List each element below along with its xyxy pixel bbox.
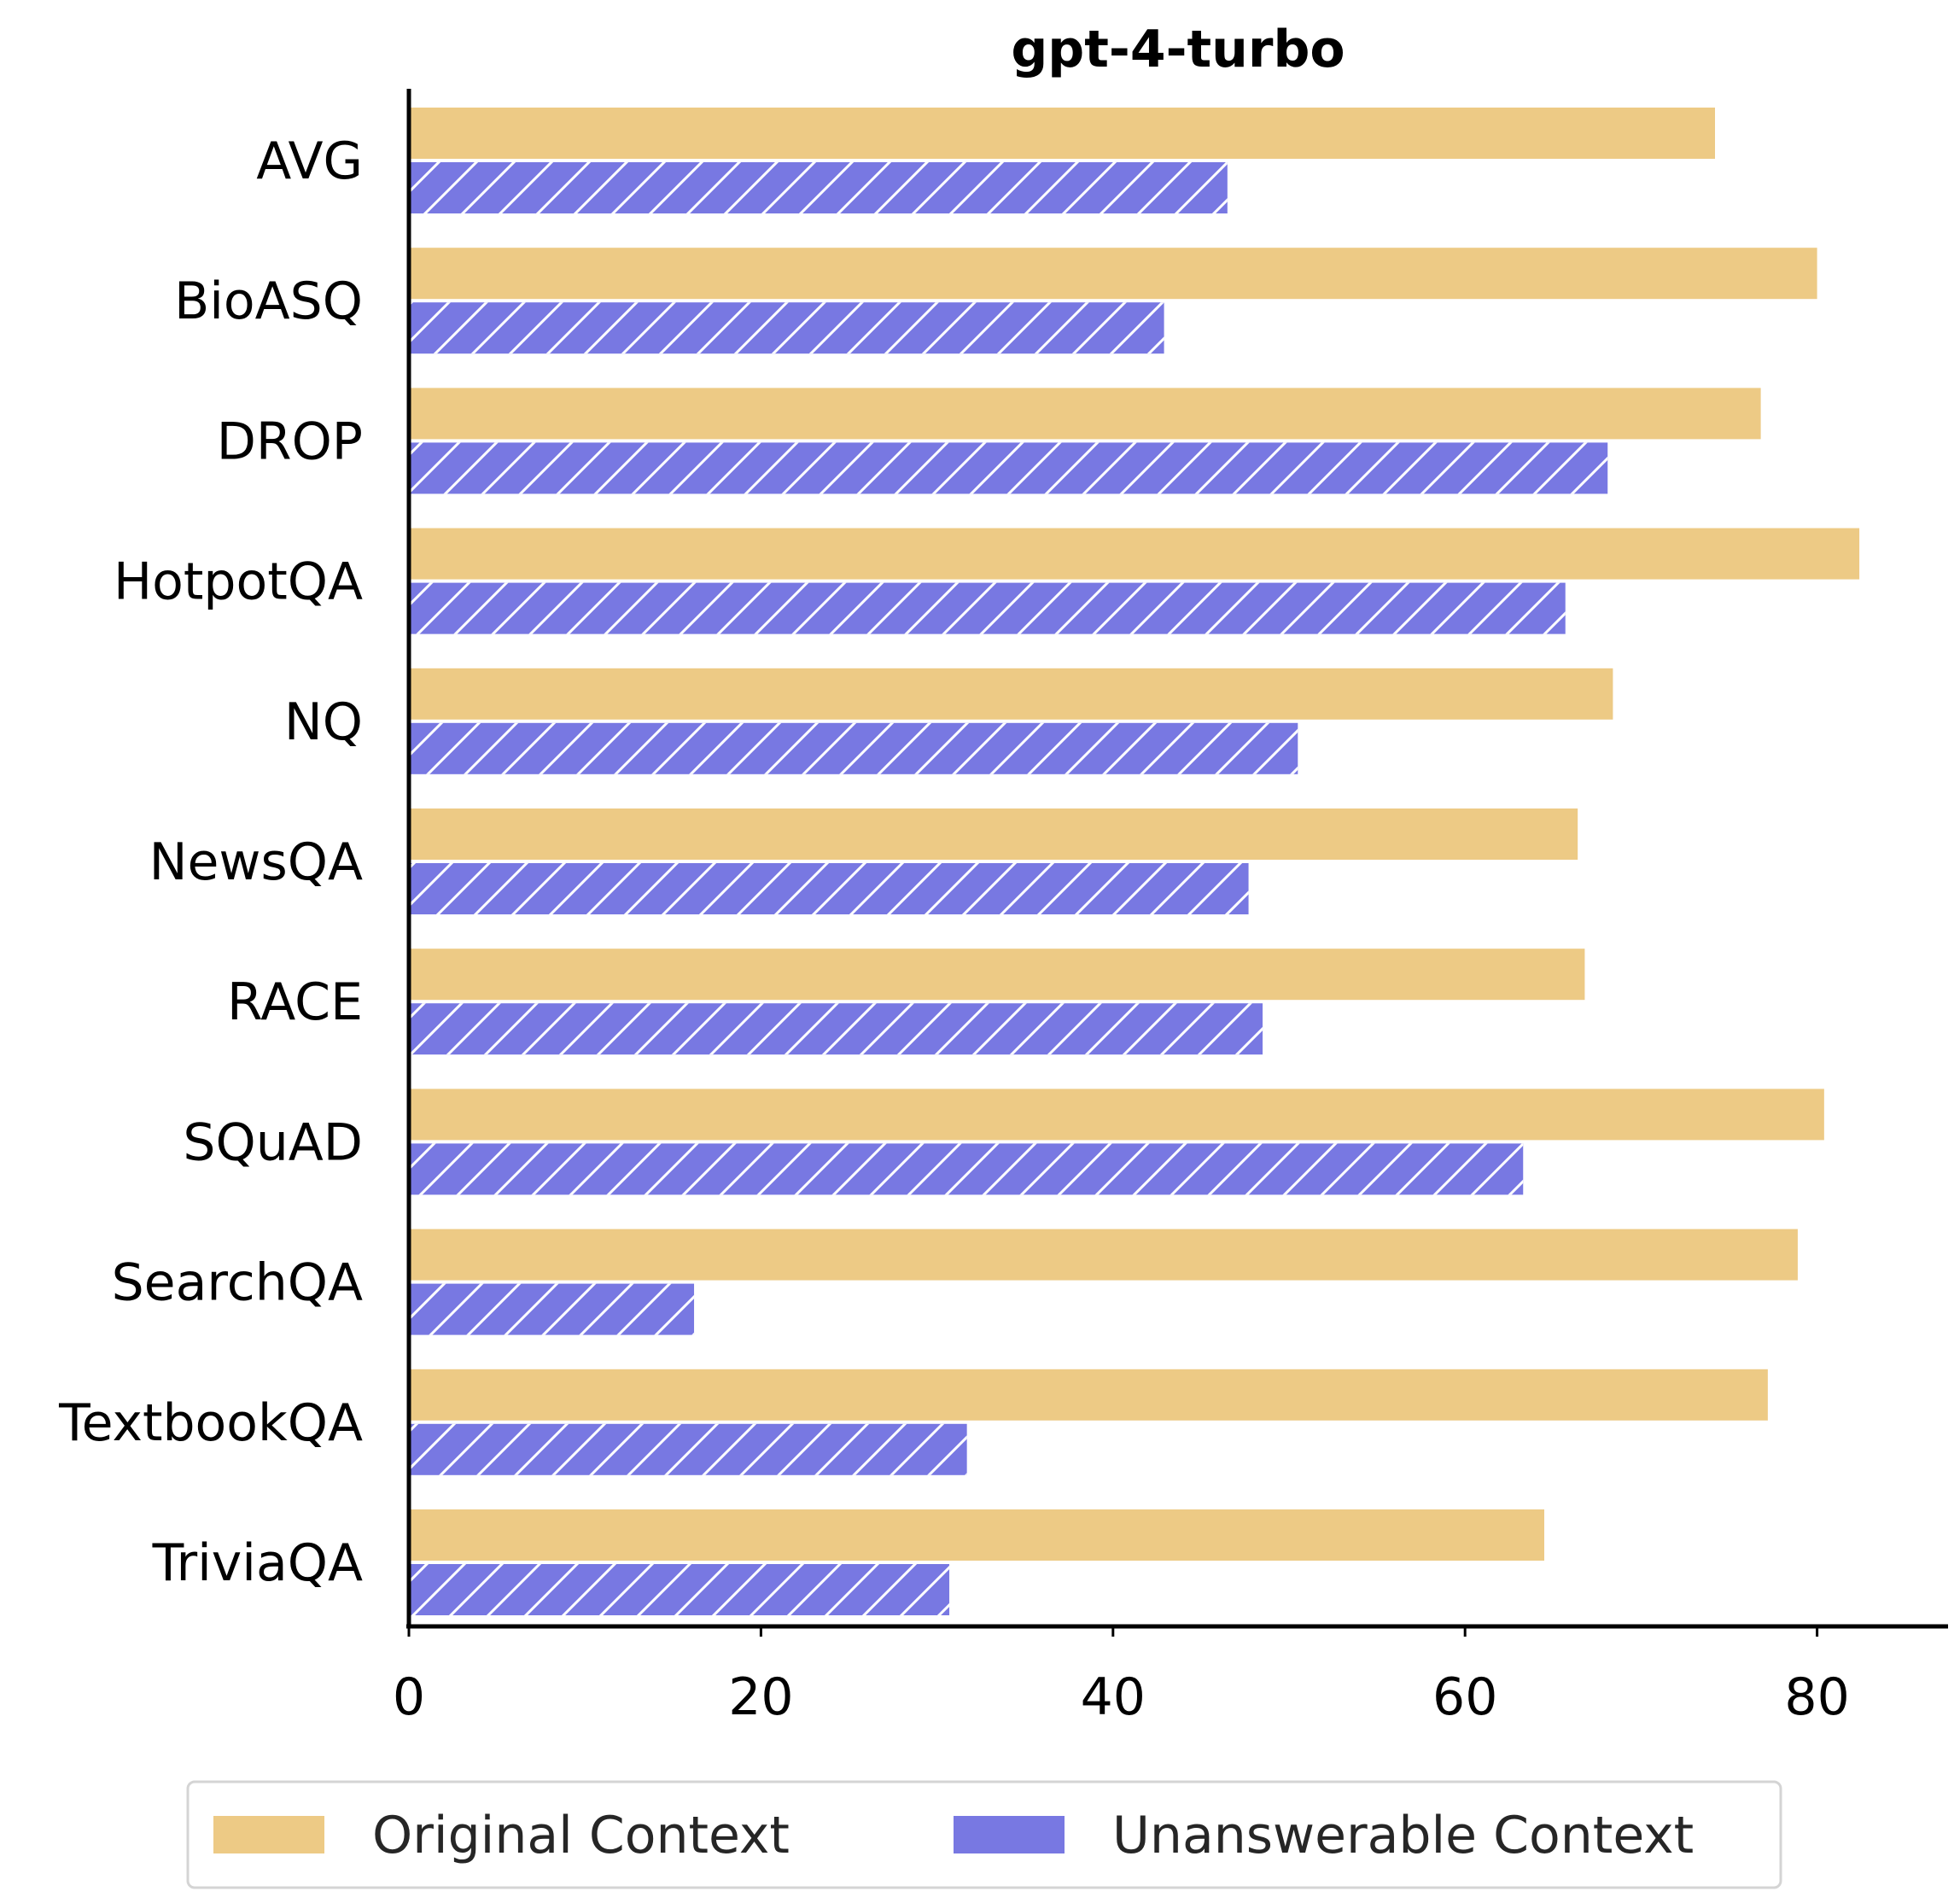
bar-hatch-nq xyxy=(409,722,1298,774)
legend-swatch-unanswerable xyxy=(954,1816,1065,1853)
bar-original-context-triviaqa xyxy=(409,1509,1544,1561)
x-tick-label-40: 40 xyxy=(1081,1667,1146,1727)
bar-original-context-textbookqa xyxy=(409,1369,1768,1421)
bar-original-context-searchqa xyxy=(409,1229,1798,1281)
y-tick-label-textbookqa: TextbookQA xyxy=(58,1393,363,1453)
y-tick-label-avg: AVG xyxy=(256,131,363,191)
y-tick-label-searchqa: SearchQA xyxy=(112,1253,363,1313)
x-tick-label-60: 60 xyxy=(1432,1667,1497,1727)
y-tick-label-race: RACE xyxy=(227,972,363,1032)
bar-original-context-hotpotqa xyxy=(409,528,1860,580)
bars-group xyxy=(409,108,1860,1615)
bar-hatch-bioasq xyxy=(409,302,1164,354)
y-tick-label-drop: DROP xyxy=(217,412,363,471)
bar-hatch-squad xyxy=(409,1143,1524,1195)
bar-hatch-newsqa xyxy=(409,863,1249,914)
legend-label-unanswerable: Unanswerable Context xyxy=(1112,1806,1694,1865)
y-tick-label-newsqa: NewsQA xyxy=(149,832,363,892)
bar-hatch-drop xyxy=(409,442,1608,494)
x-tick-label-80: 80 xyxy=(1784,1667,1849,1727)
legend-label-original: Original Context xyxy=(372,1806,790,1865)
y-tick-labels: AVG BioASQ DROP HotpotQA NQ NewsQA RACE SQuAD Se… xyxy=(58,131,363,1593)
bar-original-context-nq xyxy=(409,668,1613,720)
bar-hatch-textbookqa xyxy=(409,1423,967,1475)
bar-original-context-newsqa xyxy=(409,808,1578,860)
bar-hatch-hotpotqa xyxy=(409,582,1566,634)
y-tick-label-triviaqa: TriviaQA xyxy=(152,1533,363,1593)
bar-original-context-avg xyxy=(409,108,1716,159)
legend-swatch-original xyxy=(213,1816,324,1853)
y-tick-label-squad: SQuAD xyxy=(183,1112,363,1172)
bar-original-context-bioasq xyxy=(409,248,1817,300)
y-tick-label-nq: NQ xyxy=(284,692,363,752)
bar-hatch-avg xyxy=(409,162,1228,213)
x-tick-label-20: 20 xyxy=(728,1667,793,1727)
bar-original-context-drop xyxy=(409,388,1761,440)
bar-original-context-squad xyxy=(409,1089,1824,1141)
bar-hatch-searchqa xyxy=(409,1283,695,1335)
y-tick-label-hotpotqa: HotpotQA xyxy=(114,552,363,612)
legend: Original Context Unanswerable Context xyxy=(186,1780,1782,1889)
bar-hatch-triviaqa xyxy=(409,1564,950,1615)
x-tick-label-0: 0 xyxy=(393,1667,425,1727)
x-axis-ticks: 0 20 40 60 80 xyxy=(393,1626,1850,1727)
bar-original-context-race xyxy=(409,949,1585,1001)
y-tick-label-bioasq: BioASQ xyxy=(174,271,363,331)
bar-hatch-race xyxy=(409,1003,1263,1055)
chart-title: gpt-4-turbo xyxy=(1011,20,1345,79)
